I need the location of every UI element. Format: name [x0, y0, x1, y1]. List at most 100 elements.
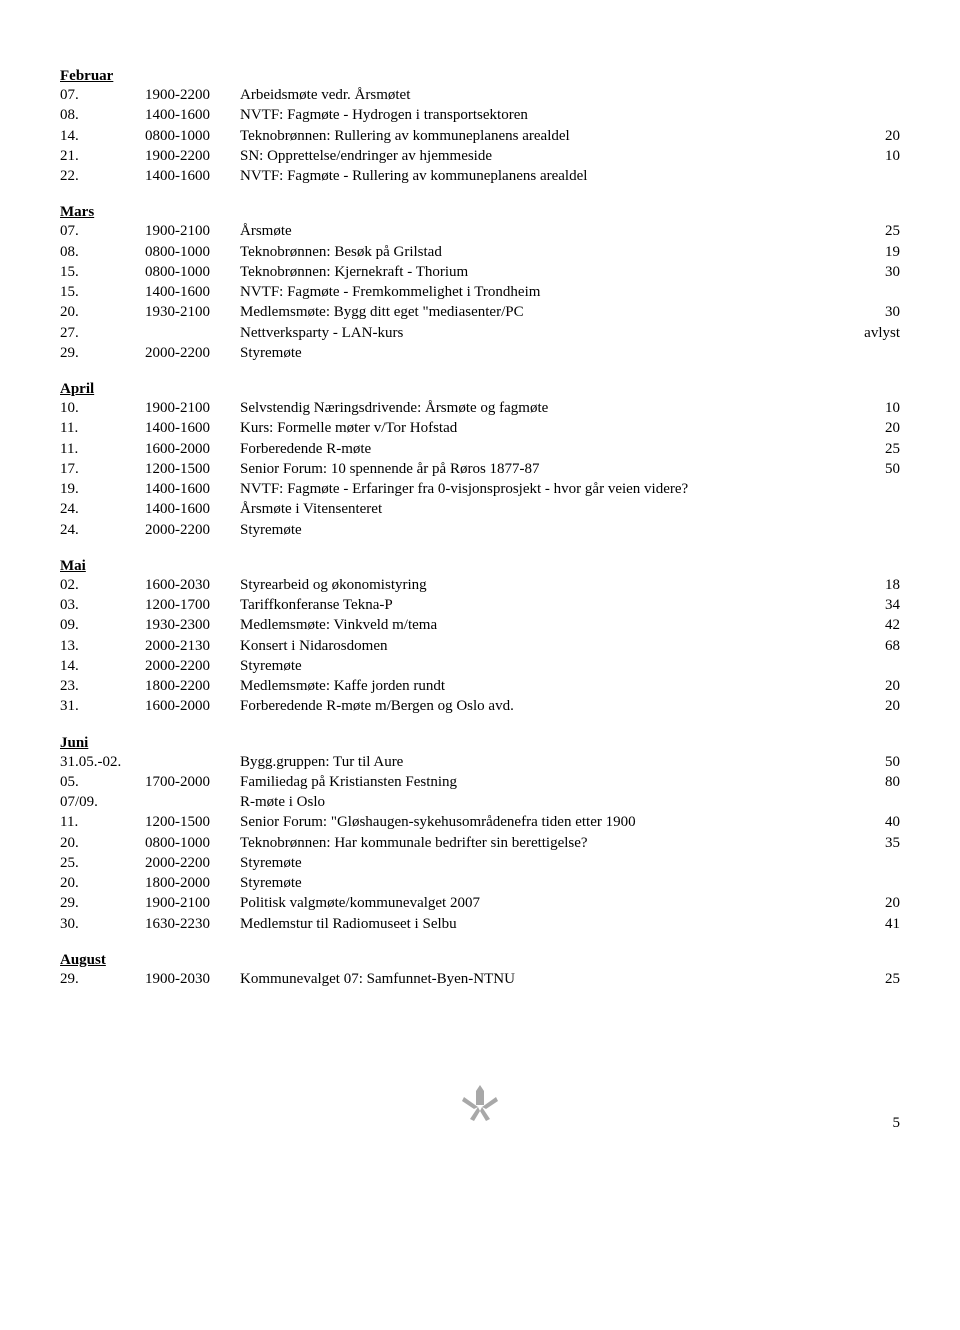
description-cell: NVTF: Fagmøte - Fremkommelighet i Trondh… [240, 282, 840, 302]
description-cell: NVTF: Fagmøte - Erfaringer fra 0-visjons… [240, 479, 840, 499]
time-cell: 1600-2030 [145, 575, 240, 595]
count-cell: 40 [840, 812, 900, 832]
day-cell: 03. [60, 595, 145, 615]
count-cell: 68 [840, 636, 900, 656]
description-cell: Kommunevalget 07: Samfunnet-Byen-NTNU [240, 969, 840, 989]
count-cell: 18 [840, 575, 900, 595]
time-cell: 1900-2200 [145, 146, 240, 166]
day-cell: 27. [60, 323, 145, 343]
day-cell: 07/09. [60, 792, 145, 812]
schedule-row: 31.1600-2000Forberedende R-møte m/Bergen… [60, 696, 900, 716]
count-cell: 20 [840, 696, 900, 716]
day-cell: 11. [60, 418, 145, 438]
time-cell: 1400-1600 [145, 166, 240, 186]
schedule-row: 15.0800-1000Teknobrønnen: Kjernekraft - … [60, 262, 900, 282]
schedule-row: 31.05.-02.Bygg.gruppen: Tur til Aure50 [60, 752, 900, 772]
day-cell: 29. [60, 969, 145, 989]
day-cell: 20. [60, 873, 145, 893]
time-cell: 1200-1700 [145, 595, 240, 615]
count-cell: 20 [840, 126, 900, 146]
description-cell: Senior Forum: "Gløshaugen-sykehusområden… [240, 812, 840, 832]
day-cell: 24. [60, 520, 145, 540]
schedule-row: 30.1630-2230Medlemstur til Radiomuseet i… [60, 914, 900, 934]
day-cell: 24. [60, 499, 145, 519]
description-cell: Teknobrønnen: Rullering av kommuneplanen… [240, 126, 840, 146]
count-cell: 25 [840, 439, 900, 459]
footer-logo [456, 1079, 504, 1132]
description-cell: Styremøte [240, 520, 840, 540]
schedule-row: 11.1200-1500Senior Forum: "Gløshaugen-sy… [60, 812, 900, 832]
time-cell: 1400-1600 [145, 282, 240, 302]
description-cell: Årsmøte [240, 221, 840, 241]
month-heading: Februar [60, 68, 900, 85]
count-cell: 42 [840, 615, 900, 635]
description-cell: Familiedag på Kristiansten Festning [240, 772, 840, 792]
day-cell: 31. [60, 696, 145, 716]
schedule-row: 20.1800-2000Styremøte [60, 873, 900, 893]
time-cell: 1900-2100 [145, 398, 240, 418]
day-cell: 15. [60, 282, 145, 302]
schedule-row: 11.1400-1600Kurs: Formelle møter v/Tor H… [60, 418, 900, 438]
time-cell: 0800-1000 [145, 126, 240, 146]
day-cell: 09. [60, 615, 145, 635]
description-cell: Arbeidsmøte vedr. Årsmøtet [240, 85, 840, 105]
description-cell: Forberedende R-møte [240, 439, 840, 459]
count-cell: 10 [840, 146, 900, 166]
day-cell: 08. [60, 105, 145, 125]
time-cell: 1930-2100 [145, 302, 240, 322]
day-cell: 10. [60, 398, 145, 418]
day-cell: 20. [60, 833, 145, 853]
day-cell: 21. [60, 146, 145, 166]
day-cell: 22. [60, 166, 145, 186]
description-cell: Teknobrønnen: Kjernekraft - Thorium [240, 262, 840, 282]
time-cell: 1400-1600 [145, 105, 240, 125]
schedule-row: 22.1400-1600NVTF: Fagmøte - Rullering av… [60, 166, 900, 186]
description-cell: Politisk valgmøte/kommunevalget 2007 [240, 893, 840, 913]
day-cell: 14. [60, 656, 145, 676]
description-cell: Teknobrønnen: Besøk på Grilstad [240, 242, 840, 262]
day-cell: 30. [60, 914, 145, 934]
time-cell: 2000-2130 [145, 636, 240, 656]
description-cell: NVTF: Fagmøte - Hydrogen i transportsekt… [240, 105, 840, 125]
schedule-row: 05.1700-2000Familiedag på Kristiansten F… [60, 772, 900, 792]
description-cell: Selvstendig Næringsdrivende: Årsmøte og … [240, 398, 840, 418]
day-cell: 11. [60, 439, 145, 459]
schedule-row: 09.1930-2300Medlemsmøte: Vinkveld m/tema… [60, 615, 900, 635]
description-cell: Styremøte [240, 343, 840, 363]
schedule-row: 10.1900-2100Selvstendig Næringsdrivende:… [60, 398, 900, 418]
time-cell: 2000-2200 [145, 656, 240, 676]
time-cell: 2000-2200 [145, 853, 240, 873]
day-cell: 15. [60, 262, 145, 282]
count-cell: 80 [840, 772, 900, 792]
description-cell: Medlemsmøte: Bygg ditt eget "mediasenter… [240, 302, 840, 322]
description-cell: Styremøte [240, 656, 840, 676]
time-cell: 1400-1600 [145, 418, 240, 438]
month-heading: Mai [60, 558, 900, 575]
schedule-row: 25.2000-2200Styremøte [60, 853, 900, 873]
count-cell: 30 [840, 262, 900, 282]
time-cell: 1900-2100 [145, 221, 240, 241]
schedule-row: 03.1200-1700Tariffkonferanse Tekna-P34 [60, 595, 900, 615]
description-cell: Forberedende R-møte m/Bergen og Oslo avd… [240, 696, 840, 716]
schedule-row: 17.1200-1500Senior Forum: 10 spennende å… [60, 459, 900, 479]
schedule-row: 14.0800-1000Teknobrønnen: Rullering av k… [60, 126, 900, 146]
schedule-row: 27.Nettverksparty - LAN-kursavlyst [60, 323, 900, 343]
time-cell: 1900-2030 [145, 969, 240, 989]
description-cell: Medlemsmøte: Kaffe jorden rundt [240, 676, 840, 696]
month-heading: Juni [60, 735, 900, 752]
day-cell: 02. [60, 575, 145, 595]
description-cell: Senior Forum: 10 spennende år på Røros 1… [240, 459, 840, 479]
time-cell: 1930-2300 [145, 615, 240, 635]
schedule-row: 29.1900-2030Kommunevalget 07: Samfunnet-… [60, 969, 900, 989]
time-cell: 0800-1000 [145, 242, 240, 262]
day-cell: 05. [60, 772, 145, 792]
time-cell: 0800-1000 [145, 833, 240, 853]
day-cell: 29. [60, 343, 145, 363]
day-cell: 17. [60, 459, 145, 479]
time-cell: 1400-1600 [145, 499, 240, 519]
month-heading: Mars [60, 204, 900, 221]
schedule-row: 24.1400-1600Årsmøte i Vitensenteret [60, 499, 900, 519]
schedule-row: 08.0800-1000Teknobrønnen: Besøk på Grils… [60, 242, 900, 262]
count-cell: 25 [840, 969, 900, 989]
description-cell: Teknobrønnen: Har kommunale bedrifter si… [240, 833, 840, 853]
